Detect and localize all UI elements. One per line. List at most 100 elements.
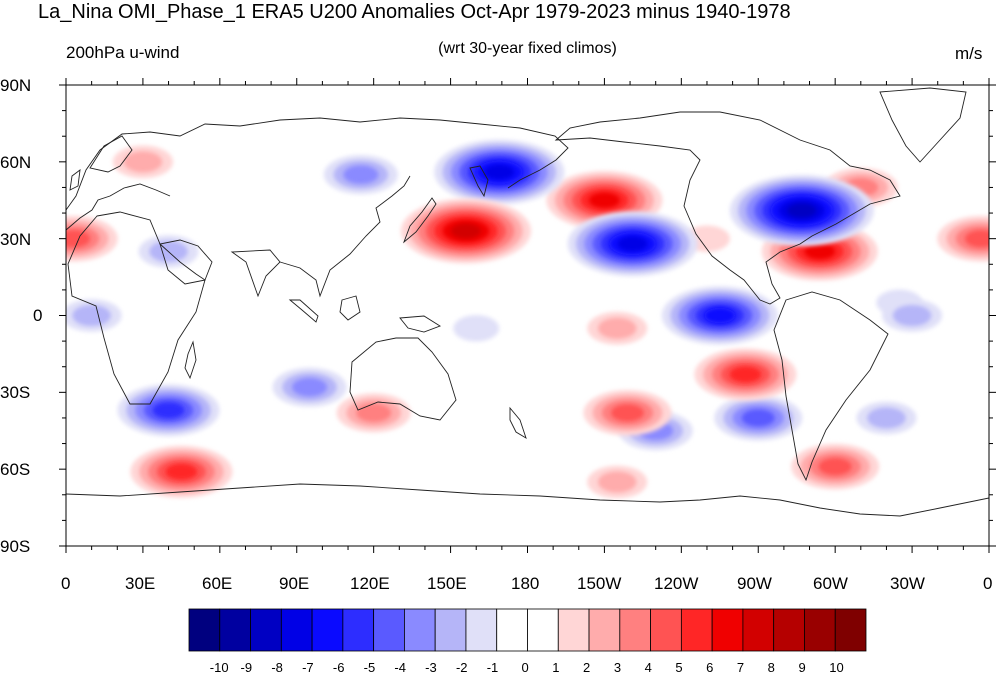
colorbar-swatch xyxy=(711,608,744,652)
anomaly-center-10 xyxy=(587,465,648,499)
madagascar-coastline xyxy=(184,340,197,380)
borneo-coastline xyxy=(339,295,361,321)
anomaly-contour xyxy=(804,243,836,260)
greenland-coastline xyxy=(879,87,967,163)
colorbar-swatch xyxy=(280,608,313,652)
anomaly-contour xyxy=(741,409,775,427)
anomaly-center-8 xyxy=(882,299,943,332)
arabia-coastline xyxy=(159,239,213,281)
antarctica-coastline xyxy=(66,483,989,517)
colorbar-label: -2 xyxy=(455,660,468,675)
colorbar-label: 0 xyxy=(521,660,529,675)
lon-label-30e: 30E xyxy=(125,574,156,593)
anomaly-center-29 xyxy=(567,211,698,277)
anomaly-center-14 xyxy=(323,155,398,195)
anomaly-center-4 xyxy=(112,145,173,179)
anomaly-contour xyxy=(787,203,817,218)
anomaly-contour xyxy=(729,366,762,383)
colorbar xyxy=(188,608,867,652)
colorbar-swatch xyxy=(373,608,405,652)
colorbar-swatch xyxy=(834,608,867,652)
anomaly-center-9 xyxy=(587,311,648,345)
anomaly-center-27 xyxy=(434,139,565,205)
anomaly-center-20 xyxy=(714,395,803,441)
colorbar-label: 7 xyxy=(736,660,745,675)
colorbar-label: 2 xyxy=(583,660,591,675)
anomaly-contour xyxy=(617,236,648,252)
anomaly-contour xyxy=(597,317,637,339)
anomaly-contour xyxy=(589,192,620,208)
australia-coastline xyxy=(349,337,457,421)
british-isles-coastline xyxy=(69,169,81,191)
colorbar-label: -4 xyxy=(394,660,406,675)
anomaly-center-28 xyxy=(400,198,531,264)
colorbar-label: 8 xyxy=(767,660,775,675)
lon-label-90w: 90W xyxy=(737,574,772,593)
colorbar-label: 1 xyxy=(552,660,560,675)
anomaly-center-22 xyxy=(117,384,220,437)
anomaly-contour xyxy=(343,165,379,184)
anomaly-center-26 xyxy=(661,286,778,345)
lat-label-60n: 60N xyxy=(0,153,32,172)
lon-label-120w: 120W xyxy=(654,574,699,593)
anomaly-center-30 xyxy=(729,174,874,247)
colorbar-label: 4 xyxy=(644,660,652,675)
lon-label-120e: 120E xyxy=(350,574,390,593)
colorbar-label: -6 xyxy=(332,660,345,675)
anomaly-contour xyxy=(704,307,736,324)
colorbar-label: 10 xyxy=(829,660,844,675)
lon-label-60w: 60W xyxy=(813,574,848,593)
colorbar-swatch xyxy=(527,608,559,652)
colorbar-label: -10 xyxy=(209,660,229,675)
colorbar-swatch xyxy=(250,608,282,652)
anomaly-center-23 xyxy=(130,445,233,498)
colorbar-swatch xyxy=(404,608,436,652)
colorbar-label: -5 xyxy=(363,660,376,675)
india-coastline xyxy=(230,249,281,298)
colorbar-label: 3 xyxy=(613,660,622,675)
colorbar-swatch xyxy=(773,608,805,652)
colorbar-swatch xyxy=(680,608,713,652)
anomaly-contour xyxy=(453,315,500,342)
japan-coastline xyxy=(402,197,437,244)
anomaly-contour xyxy=(152,402,185,419)
lat-label-30n: 30N xyxy=(0,230,32,249)
anomaly-contour xyxy=(964,230,989,248)
anomaly-center-21 xyxy=(694,348,797,401)
anomaly-contour xyxy=(867,407,906,429)
center-subtitle: (wrt 30-year fixed climos) xyxy=(438,40,617,57)
new-zealand-coastline xyxy=(509,406,527,440)
lon-label-0: 0 xyxy=(61,574,71,593)
anomaly-contour xyxy=(72,304,111,327)
colorbar-swatch xyxy=(557,608,590,652)
colorbar-label: 6 xyxy=(706,660,714,675)
units-label: m/s xyxy=(955,44,983,63)
anomaly-contour xyxy=(123,151,163,173)
colorbar-swatch xyxy=(619,608,651,652)
colorbar-label: -3 xyxy=(425,660,437,675)
anomaly-field xyxy=(66,139,989,499)
anomaly-contour xyxy=(450,223,481,239)
new-guinea-coastline xyxy=(399,315,442,333)
colorbar-label: -8 xyxy=(271,660,283,675)
anomaly-center-11 xyxy=(336,393,411,433)
lon-label-90e: 90E xyxy=(279,574,310,593)
east-asia-coastline xyxy=(279,175,411,298)
lat-label-90s: 90S xyxy=(0,537,31,556)
lon-label-150e: 150E xyxy=(427,574,467,593)
lon-label-150w: 150W xyxy=(577,574,622,593)
anomaly-center-19 xyxy=(937,215,989,262)
anomaly-contour xyxy=(292,377,328,397)
sumatra-coastline xyxy=(288,299,319,323)
plot-title: La_Nina OMI_Phase_1 ERA5 U200 Anomalies … xyxy=(38,1,791,23)
anomaly-center-7 xyxy=(66,299,122,332)
anomaly-contour xyxy=(610,404,644,422)
kamchatka-coastline xyxy=(469,165,489,198)
colorbar-swatch xyxy=(496,608,528,652)
axis-ticks xyxy=(59,78,996,553)
lon-label-0-right: 0 xyxy=(983,574,993,593)
lat-label-60s: 60S xyxy=(0,460,31,479)
anomaly-contour xyxy=(484,164,515,180)
colorbar-swatch xyxy=(311,608,344,652)
